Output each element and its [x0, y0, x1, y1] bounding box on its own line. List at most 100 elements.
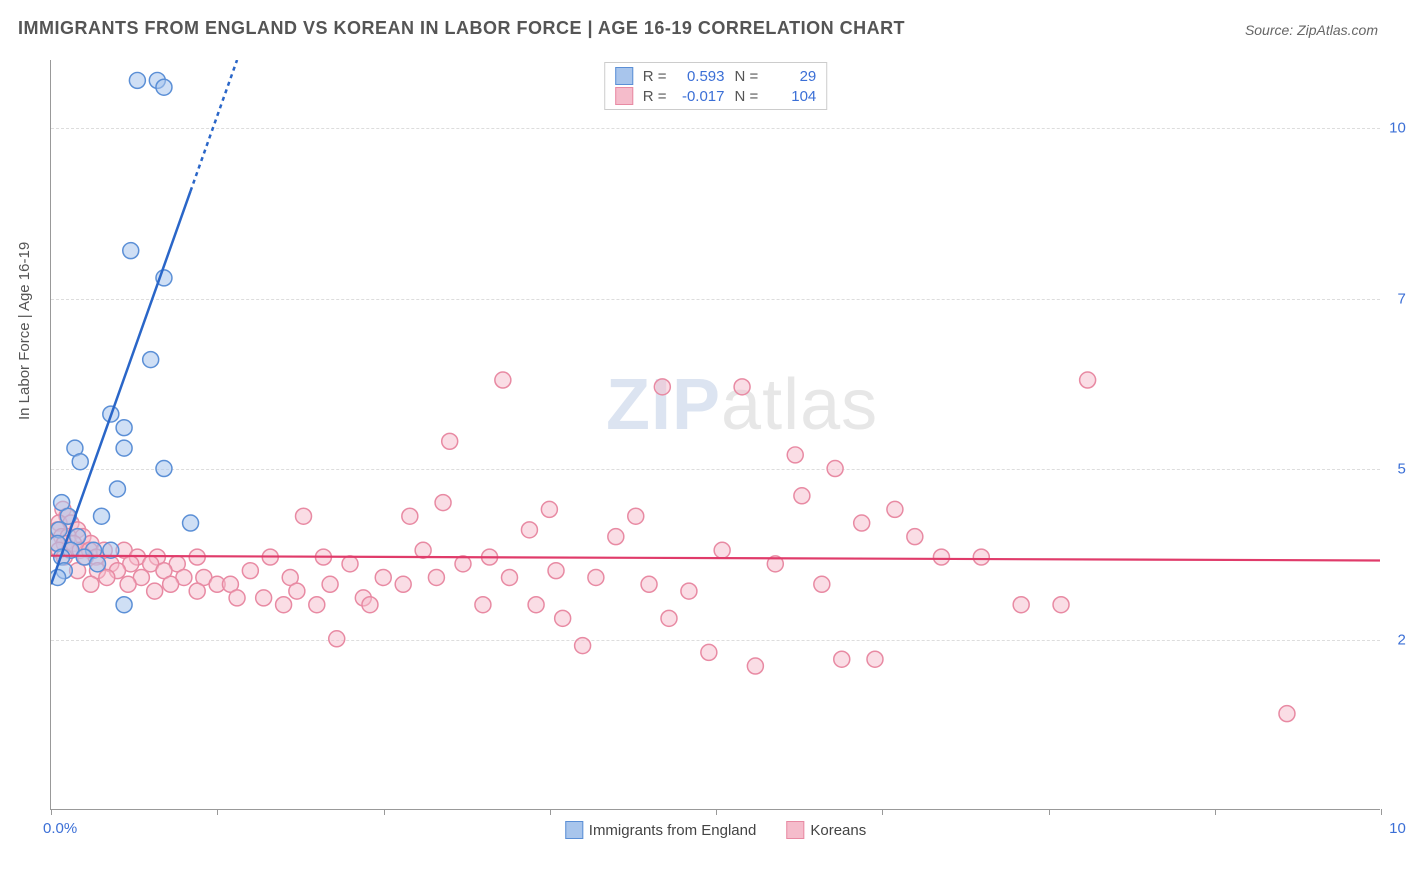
data-point: [156, 461, 172, 477]
data-point: [1279, 706, 1295, 722]
data-point: [375, 570, 391, 586]
data-point: [109, 481, 125, 497]
data-point: [229, 590, 245, 606]
legend-row-series-1: R = 0.593 N = 29: [615, 67, 817, 85]
n-label-1: N =: [735, 68, 759, 85]
data-point: [907, 529, 923, 545]
x-tick: [882, 809, 883, 815]
data-point: [123, 243, 139, 259]
data-point: [94, 508, 110, 524]
data-point: [143, 352, 159, 368]
x-tick: [384, 809, 385, 815]
data-point: [794, 488, 810, 504]
data-point: [502, 570, 518, 586]
n-value-2: 104: [768, 88, 816, 105]
data-point: [402, 508, 418, 524]
data-point: [854, 515, 870, 531]
x-tick: [550, 809, 551, 815]
x-max-label: 100.0%: [1389, 820, 1406, 837]
data-point: [435, 495, 451, 511]
source-attribution: Source: ZipAtlas.com: [1245, 22, 1378, 38]
data-point: [555, 610, 571, 626]
swatch-bottom-2: [786, 821, 804, 839]
data-point: [309, 597, 325, 613]
data-point: [1013, 597, 1029, 613]
trend-line: [51, 556, 1380, 561]
data-point: [296, 508, 312, 524]
data-point: [90, 556, 106, 572]
data-point: [147, 583, 163, 599]
data-point: [415, 542, 431, 558]
data-point: [701, 644, 717, 660]
data-point: [734, 379, 750, 395]
r-value-2: -0.017: [677, 88, 725, 105]
data-point: [541, 501, 557, 517]
legend-label-1: Immigrants from England: [589, 822, 757, 839]
data-point: [129, 72, 145, 88]
data-point: [661, 610, 677, 626]
data-point: [116, 440, 132, 456]
data-point: [442, 433, 458, 449]
data-point: [787, 447, 803, 463]
x-tick: [51, 809, 52, 815]
x-tick: [217, 809, 218, 815]
r-label-2: R =: [643, 88, 667, 105]
data-point: [99, 570, 115, 586]
data-point: [362, 597, 378, 613]
r-label-1: R =: [643, 68, 667, 85]
data-point: [714, 542, 730, 558]
data-point: [329, 631, 345, 647]
trend-line-dashed: [191, 60, 238, 191]
data-point: [183, 515, 199, 531]
data-point: [1053, 597, 1069, 613]
data-point: [588, 570, 604, 586]
data-point: [242, 563, 258, 579]
data-point: [521, 522, 537, 538]
data-point: [475, 597, 491, 613]
y-tick-label: 50.0%: [1385, 461, 1406, 478]
source-name: ZipAtlas.com: [1297, 22, 1378, 38]
data-point: [628, 508, 644, 524]
data-point: [189, 583, 205, 599]
n-value-1: 29: [768, 68, 816, 85]
swatch-bottom-1: [565, 821, 583, 839]
data-point: [608, 529, 624, 545]
data-point: [276, 597, 292, 613]
data-point: [72, 454, 88, 470]
legend-item-series-2: Koreans: [786, 821, 866, 839]
data-point: [528, 597, 544, 613]
scatter-svg: [51, 60, 1380, 809]
data-point: [322, 576, 338, 592]
data-point: [116, 420, 132, 436]
data-point: [342, 556, 358, 572]
data-point: [575, 638, 591, 654]
x-tick: [1381, 809, 1382, 815]
source-prefix: Source:: [1245, 22, 1297, 38]
y-tick-label: 100.0%: [1385, 120, 1406, 137]
data-point: [641, 576, 657, 592]
data-point: [1080, 372, 1096, 388]
data-point: [256, 590, 272, 606]
data-point: [428, 570, 444, 586]
data-point: [834, 651, 850, 667]
data-point: [814, 576, 830, 592]
data-point: [395, 576, 411, 592]
data-point: [83, 576, 99, 592]
x-tick: [1049, 809, 1050, 815]
data-point: [973, 549, 989, 565]
swatch-series-1: [615, 67, 633, 85]
legend-label-2: Koreans: [810, 822, 866, 839]
series-legend: Immigrants from England Koreans: [565, 821, 866, 839]
n-label-2: N =: [735, 88, 759, 105]
data-point: [827, 461, 843, 477]
data-point: [289, 583, 305, 599]
chart-plot-area: ZIPatlas R = 0.593 N = 29 R = -0.017 N =…: [50, 60, 1380, 810]
legend-row-series-2: R = -0.017 N = 104: [615, 87, 817, 105]
y-axis-label: In Labor Force | Age 16-19: [16, 242, 33, 420]
r-value-1: 0.593: [677, 68, 725, 85]
data-point: [933, 549, 949, 565]
x-tick: [1215, 809, 1216, 815]
chart-title: IMMIGRANTS FROM ENGLAND VS KOREAN IN LAB…: [18, 18, 905, 39]
data-point: [163, 576, 179, 592]
data-point: [654, 379, 670, 395]
